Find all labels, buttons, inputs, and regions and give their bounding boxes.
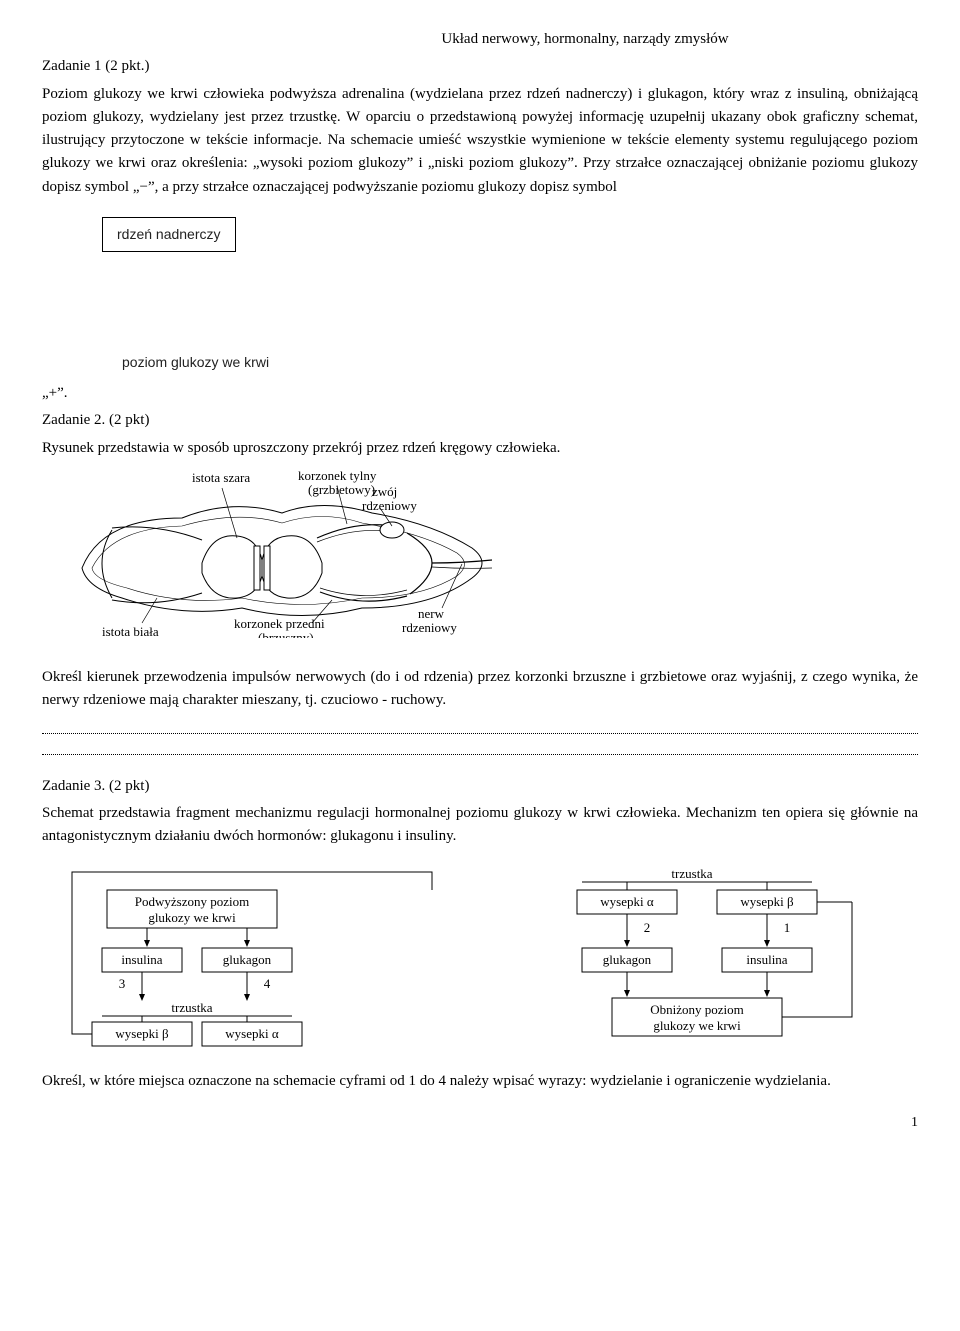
page-title: Układ nerwowy, hormonalny, narządy zmysł…	[252, 28, 918, 51]
task1-diagram: rdzeń nadnerczy poziom glukozy we krwi	[102, 217, 918, 374]
lbl-istota-biala: istota biała	[102, 624, 159, 638]
r-walpha: wysepki α	[600, 894, 654, 909]
r-insulina: insulina	[746, 952, 787, 967]
r-n2: 2	[644, 920, 651, 935]
lbl-rdzeniowy: rdzeniowy	[362, 498, 417, 513]
task3-diagram: Podwyższony poziom glukozy we krwi insul…	[42, 862, 918, 1052]
page-number: 1	[42, 1112, 918, 1134]
l-wbeta: wysepki β	[115, 1026, 169, 1041]
lbl-brzuszny: (brzuszny)	[258, 630, 314, 638]
task3-question: Określ, w które miejsca oznaczone na sch…	[42, 1070, 918, 1093]
r-trzustka: trzustka	[671, 866, 712, 881]
r-glukagon: glukagon	[603, 952, 652, 967]
answer-line	[42, 754, 918, 755]
l-n3: 3	[119, 976, 126, 991]
lbl-nerw-rdzeniowy: rdzeniowy	[402, 620, 457, 635]
task1-heading: Zadanie 1 (2 pkt.)	[42, 55, 918, 78]
lbl-grzbietowy: (grzbietowy)	[308, 482, 375, 497]
task1-plus: „+”.	[42, 382, 918, 405]
lbl-zwoj: zwój	[372, 484, 397, 499]
lbl-korzonek-tylny: korzonek tylny	[298, 468, 377, 483]
spinal-cord-figure: istota szara korzonek tylny (grzbietowy)…	[62, 468, 918, 646]
box-rdzen-nadnerczy: rdzeń nadnerczy	[102, 217, 236, 253]
task2-question: Określ kierunek przewodzenia impulsów ne…	[42, 666, 918, 713]
l-trzustka: trzustka	[171, 1000, 212, 1015]
r-n1: 1	[784, 920, 791, 935]
l-top1: Podwyższony poziom	[135, 894, 249, 909]
r-bot2: glukozy we krwi	[653, 1018, 741, 1033]
l-walpha: wysepki α	[225, 1026, 279, 1041]
lbl-istota-szara: istota szara	[192, 470, 250, 485]
task2-intro: Rysunek przedstawia w sposób uproszczony…	[42, 437, 918, 460]
answer-line	[42, 733, 918, 734]
r-bot1: Obniżony poziom	[650, 1002, 744, 1017]
task3-heading: Zadanie 3. (2 pkt)	[42, 775, 918, 798]
lbl-korzonek-przedni: korzonek przedni	[234, 616, 325, 631]
l-top2: glukozy we krwi	[148, 910, 236, 925]
r-wbeta: wysepki β	[740, 894, 794, 909]
label-poziom-glukozy: poziom glukozy we krwi	[102, 352, 918, 374]
l-insulina: insulina	[121, 952, 162, 967]
task2-heading: Zadanie 2. (2 pkt)	[42, 409, 918, 432]
lbl-nerw: nerw	[418, 606, 445, 621]
task3-intro: Schemat przedstawia fragment mechanizmu …	[42, 802, 918, 849]
l-n4: 4	[264, 976, 271, 991]
l-glukagon: glukagon	[223, 952, 272, 967]
task1-body: Poziom glukozy we krwi człowieka podwyżs…	[42, 83, 918, 199]
